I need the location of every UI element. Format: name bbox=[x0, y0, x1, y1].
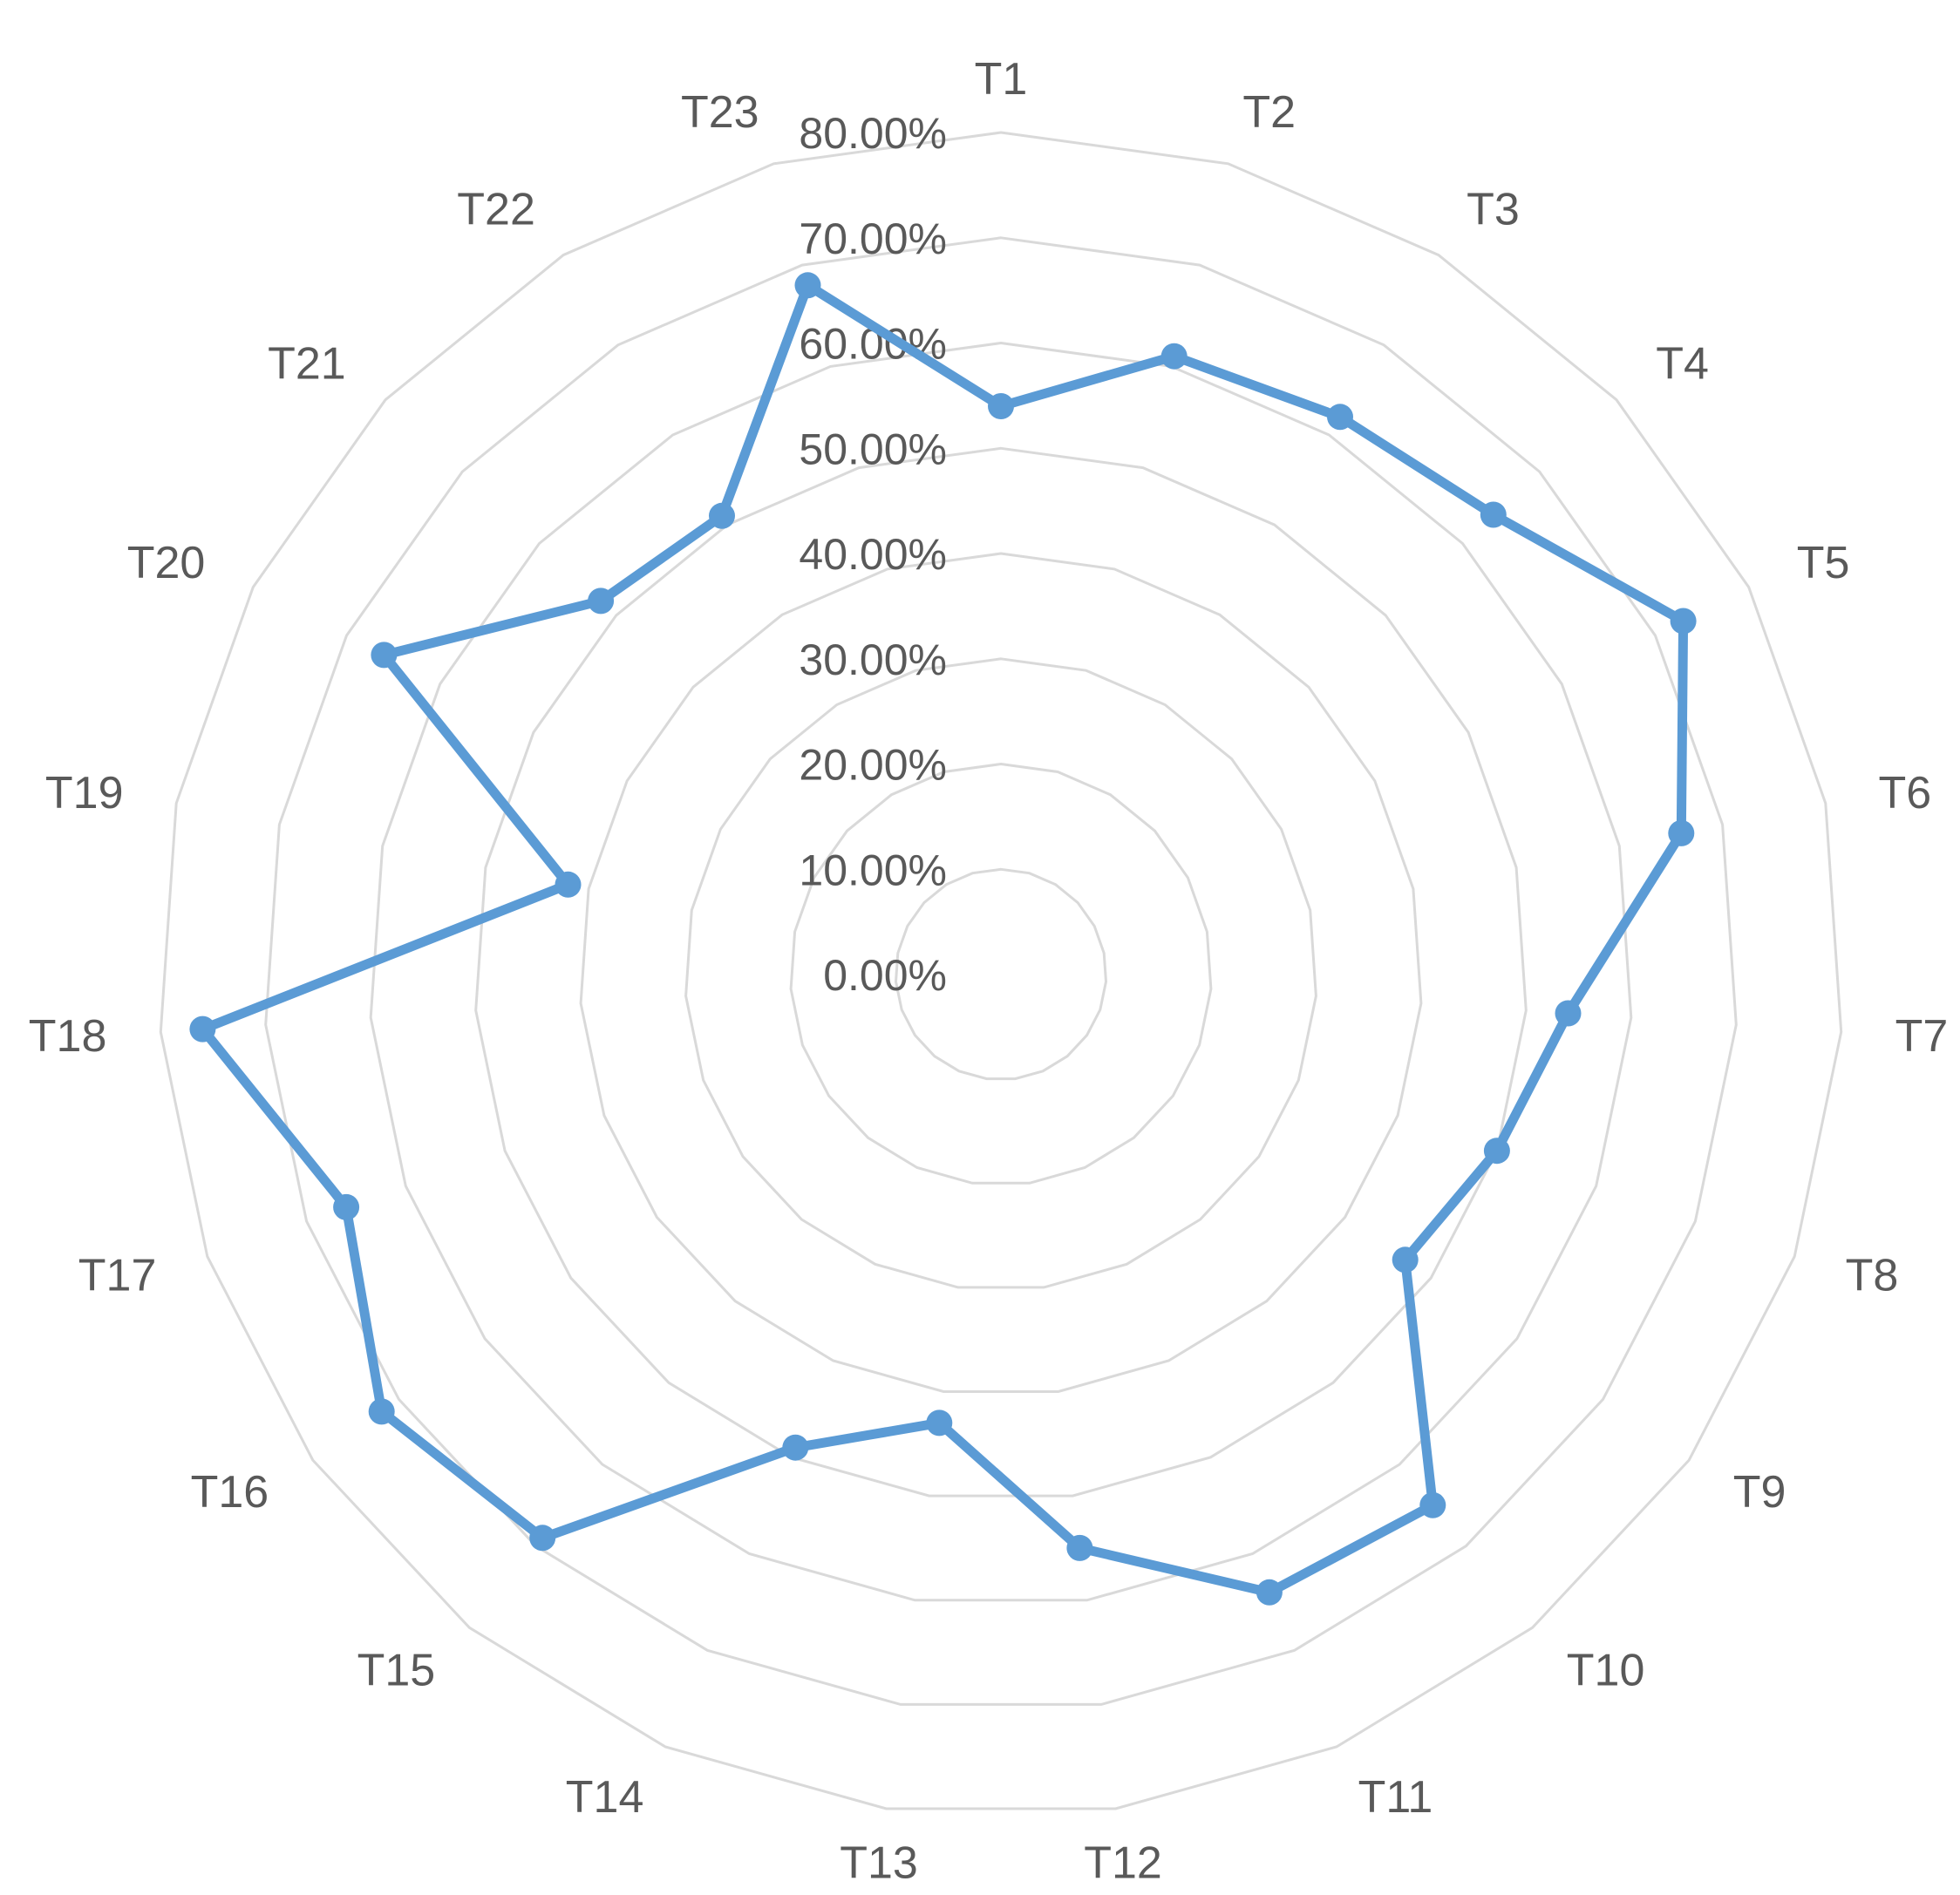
category-label: T7 bbox=[1895, 1011, 1949, 1062]
category-label: T15 bbox=[357, 1645, 436, 1695]
radial-tick-label: 80.00% bbox=[799, 109, 947, 158]
data-point-t5 bbox=[1670, 608, 1697, 635]
data-point-t9 bbox=[1392, 1246, 1419, 1274]
data-point-t20 bbox=[371, 642, 398, 669]
data-point-t10 bbox=[1419, 1491, 1446, 1518]
grid-ring bbox=[159, 131, 1843, 1810]
category-label: T21 bbox=[268, 338, 346, 389]
category-label: T4 bbox=[1656, 338, 1709, 389]
category-label: T23 bbox=[681, 87, 759, 138]
data-point-t16 bbox=[368, 1398, 395, 1425]
category-label: T2 bbox=[1242, 87, 1296, 138]
radial-tick-label: 40.00% bbox=[799, 530, 947, 579]
data-point-t17 bbox=[333, 1193, 360, 1220]
data-point-t6 bbox=[1668, 819, 1695, 846]
grid-ring bbox=[369, 341, 1633, 1602]
data-point-t15 bbox=[529, 1525, 556, 1552]
grid-layer bbox=[159, 131, 1843, 1810]
radial-tick-label: 30.00% bbox=[799, 635, 947, 684]
data-point-t12 bbox=[1066, 1534, 1093, 1561]
data-point-t4 bbox=[1480, 501, 1507, 528]
category-label: T6 bbox=[1879, 768, 1932, 818]
radial-tick-label: 50.00% bbox=[799, 425, 947, 473]
data-point-t22 bbox=[709, 502, 735, 529]
category-label: T12 bbox=[1084, 1837, 1162, 1888]
category-label: T18 bbox=[29, 1011, 107, 1062]
category-label: T17 bbox=[78, 1250, 157, 1301]
data-point-t19 bbox=[555, 871, 582, 898]
data-point-t11 bbox=[1256, 1579, 1283, 1606]
radial-tick-label: 70.00% bbox=[799, 214, 947, 263]
radial-tick-label: 0.00% bbox=[823, 951, 947, 1000]
category-label: T11 bbox=[1358, 1772, 1433, 1823]
category-label: T22 bbox=[457, 185, 535, 235]
category-label: T16 bbox=[191, 1467, 269, 1518]
data-point-t8 bbox=[1483, 1138, 1510, 1165]
category-label: T9 bbox=[1733, 1467, 1786, 1518]
category-label: T10 bbox=[1567, 1645, 1645, 1695]
data-point-t23 bbox=[794, 272, 821, 299]
category-label: T14 bbox=[566, 1772, 644, 1823]
category-labels: T1 T2 T3 T4 T5 T6 T7 T8 T9 T10 T11 T12 T13 T14 T15 T16 T… bbox=[29, 54, 1948, 1888]
grid-ring bbox=[894, 867, 1108, 1081]
grid-ring bbox=[684, 657, 1317, 1289]
grid-ring bbox=[579, 552, 1423, 1393]
category-label: T13 bbox=[840, 1837, 918, 1888]
category-label: T1 bbox=[975, 54, 1028, 105]
series-line bbox=[197, 280, 1689, 1598]
radial-tick-label: 10.00% bbox=[799, 846, 947, 894]
series-layer bbox=[189, 272, 1697, 1606]
data-point-t3 bbox=[1327, 404, 1353, 431]
data-point-t21 bbox=[588, 588, 615, 615]
data-point-t18 bbox=[189, 1015, 216, 1043]
category-label: T19 bbox=[45, 768, 124, 818]
data-point-t13 bbox=[926, 1409, 953, 1437]
radial-tick-labels: 0.00%10.00%20.00%30.00%40.00%50.00%60.00… bbox=[799, 109, 947, 1000]
grid-ring bbox=[474, 446, 1528, 1498]
data-point-t1 bbox=[988, 393, 1014, 419]
category-label: T20 bbox=[127, 538, 206, 588]
category-label: T5 bbox=[1797, 538, 1850, 588]
data-point-t2 bbox=[1160, 343, 1188, 370]
category-label: T8 bbox=[1846, 1250, 1899, 1301]
radial-tick-label: 20.00% bbox=[799, 741, 947, 790]
category-label: T3 bbox=[1467, 185, 1520, 235]
data-point-t7 bbox=[1555, 1000, 1582, 1027]
data-point-t14 bbox=[782, 1434, 809, 1461]
grid-ring bbox=[789, 762, 1213, 1185]
grid-ring bbox=[264, 236, 1738, 1706]
